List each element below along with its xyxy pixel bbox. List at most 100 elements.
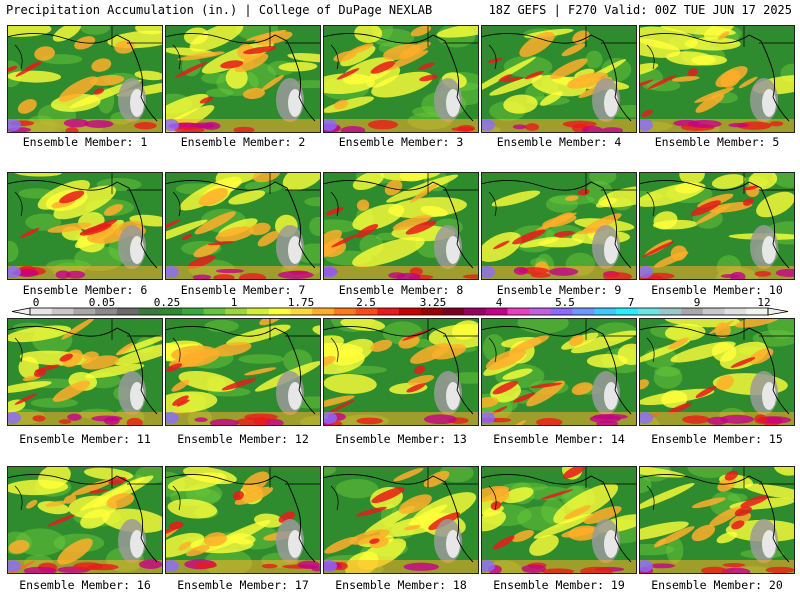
precip-map-graphic [165, 172, 321, 280]
ensemble-member-map [481, 25, 637, 133]
ensemble-member-label: Ensemble Member: 9 [496, 283, 622, 297]
colorbar-swatch [116, 308, 139, 315]
colorbar-swatch [485, 308, 508, 315]
ensemble-member-label: Ensemble Member: 5 [654, 135, 780, 149]
colorbar-tick-label: 0 [33, 296, 40, 309]
ensemble-member-map [323, 25, 479, 133]
colorbar-swatch [442, 308, 465, 315]
precip-map-graphic [323, 25, 479, 133]
ensemble-member-map [481, 466, 637, 574]
precip-map-graphic [7, 25, 163, 133]
colorbar-tick-label: 1 [231, 296, 238, 309]
ensemble-member-map [639, 318, 795, 426]
ensemble-member-label: Ensemble Member: 18 [335, 578, 467, 592]
colorbar-swatch [616, 308, 639, 315]
colorbar-swatch [160, 308, 183, 315]
ensemble-member-label: Ensemble Member: 20 [651, 578, 783, 592]
colorbar-swatch [399, 308, 422, 315]
colorbar-swatch [203, 308, 226, 315]
ensemble-member-label: Ensemble Member: 17 [177, 578, 309, 592]
colorbar-swatch [507, 308, 530, 315]
precip-map-graphic [7, 318, 163, 426]
colorbar-swatch [73, 308, 96, 315]
ensemble-member-map [481, 318, 637, 426]
colorbar-swatch [30, 308, 53, 315]
colorbar-swatch [464, 308, 487, 315]
precip-map-graphic [639, 25, 795, 133]
colorbar-swatch [420, 308, 443, 315]
ensemble-member-map [639, 466, 795, 574]
ensemble-member-label: Ensemble Member: 11 [19, 432, 151, 446]
ensemble-member-map [165, 172, 321, 280]
ensemble-member-label: Ensemble Member: 14 [493, 432, 625, 446]
precip-map-graphic [165, 318, 321, 426]
colorbar-tick-label: 0.25 [154, 296, 181, 309]
colorbar-swatch [355, 308, 378, 315]
colorbar-graphic: 0 0.05 0.25 1 1.75 2.5 3.25 4 5.5 7 9 12 [11, 296, 789, 316]
colorbar-swatch [550, 308, 573, 315]
colorbar-swatch [312, 308, 335, 315]
colorbar-tick-label: 2.5 [356, 296, 376, 309]
ensemble-member-map [7, 172, 163, 280]
model-run-info: 18Z GEFS | F270 Valid: 00Z TUE JUN 17 20… [488, 3, 792, 17]
colorbar-right-arrow [767, 307, 789, 316]
ensemble-member-map [481, 172, 637, 280]
ensemble-member-label: Ensemble Member: 16 [19, 578, 151, 592]
colorbar-tick-label: 5.5 [555, 296, 575, 309]
ensemble-member-label: Ensemble Member: 10 [651, 283, 783, 297]
colorbar-swatch [138, 308, 161, 315]
ensemble-member-map [323, 466, 479, 574]
colorbar-swatch [247, 308, 270, 315]
ensemble-member-map [7, 466, 163, 574]
ensemble-member-label: Ensemble Member: 6 [22, 283, 148, 297]
ensemble-member-map [7, 25, 163, 133]
ensemble-member-map [639, 172, 795, 280]
precip-map-graphic [481, 172, 637, 280]
colorbar-tick-label: 3.25 [420, 296, 447, 309]
precip-map-graphic [323, 318, 479, 426]
colorbar-swatch [181, 308, 204, 315]
colorbar-tick-label: 9 [694, 296, 701, 309]
colorbar-swatch [637, 308, 660, 315]
colorbar-tick-label: 7 [628, 296, 635, 309]
colorbar-swatch [529, 308, 552, 315]
ensemble-member-label: Ensemble Member: 3 [338, 135, 464, 149]
ensemble-member-label: Ensemble Member: 15 [651, 432, 783, 446]
precip-map-graphic [481, 25, 637, 133]
ensemble-member-map [165, 466, 321, 574]
ensemble-member-label: Ensemble Member: 7 [180, 283, 306, 297]
colorbar-swatch [681, 308, 704, 315]
colorbar-swatch [51, 308, 74, 315]
colorbar-swatch [333, 308, 356, 315]
colorbar-left-arrow [11, 307, 31, 316]
ensemble-member-label: Ensemble Member: 8 [338, 283, 464, 297]
colorbar-tick-label: 1.75 [288, 296, 315, 309]
ensemble-member-map [7, 318, 163, 426]
colorbar-swatch [659, 308, 682, 315]
precip-map-graphic [323, 466, 479, 574]
ensemble-member-map [165, 25, 321, 133]
colorbar-swatch [724, 308, 747, 315]
precip-map-graphic [323, 172, 479, 280]
ensemble-member-map [323, 318, 479, 426]
ensemble-member-map [323, 172, 479, 280]
colorbar-swatch [572, 308, 595, 315]
colorbar-swatch [746, 308, 769, 315]
colorbar-swatch [290, 308, 313, 315]
precip-map-graphic [165, 466, 321, 574]
colorbar-swatch [268, 308, 291, 315]
ensemble-member-label: Ensemble Member: 13 [335, 432, 467, 446]
colorbar-swatch [95, 308, 118, 315]
precip-map-graphic [639, 466, 795, 574]
colorbar-tick-label: 4 [496, 296, 503, 309]
colorbar-swatch [225, 308, 248, 315]
ensemble-member-map [639, 25, 795, 133]
ensemble-member-label: Ensemble Member: 1 [22, 135, 148, 149]
precip-map-graphic [7, 172, 163, 280]
colorbar-tick-label: 0.05 [89, 296, 116, 309]
precip-map-graphic [165, 25, 321, 133]
precipitation-colorbar: 0 0.05 0.25 1 1.75 2.5 3.25 4 5.5 7 9 12 [0, 296, 800, 320]
map-title: Precipitation Accumulation (in.) | Colle… [6, 3, 433, 17]
colorbar-swatch [594, 308, 617, 315]
ensemble-member-label: Ensemble Member: 2 [180, 135, 306, 149]
